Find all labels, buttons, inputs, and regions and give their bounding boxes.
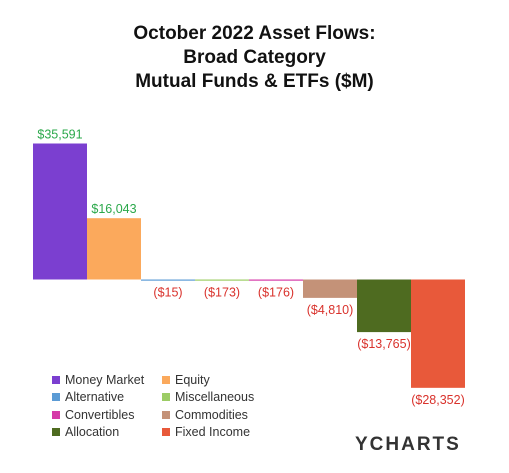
chart-title-line-3: Mutual Funds & ETFs ($M): [135, 71, 374, 92]
data-label-commodities: ($4,810): [307, 303, 354, 317]
chart-title: October 2022 Asset Flows: Broad Category…: [0, 22, 509, 94]
bar-fixed-income: [411, 279, 465, 388]
bar-miscellaneous: [195, 279, 249, 281]
bar-alternative: [141, 279, 195, 281]
data-label-convertibles: ($176): [258, 286, 294, 300]
legend-item-commodities: Commodities: [162, 406, 248, 423]
legend-swatch: [162, 375, 170, 384]
legend-label: Fixed Income: [175, 425, 251, 439]
bar-money-market: [33, 143, 87, 280]
legend-swatch: [162, 428, 170, 436]
legend-swatch: [162, 393, 170, 401]
legend-label: Commodities: [175, 407, 248, 422]
legend-item-fixed-income: Fixed Income: [162, 424, 250, 441]
bar-convertibles: [249, 279, 303, 281]
legend-label: Allocation: [65, 425, 120, 439]
legend-item-alternative: Alternative: [52, 389, 124, 406]
data-label-alternative: ($15): [153, 286, 182, 300]
legend-label: Convertibles: [65, 407, 135, 422]
legend-swatch: [52, 428, 60, 436]
legend-item-money-market: Money Market: [52, 371, 144, 388]
data-label-allocation: ($13,765): [357, 337, 411, 351]
legend-swatch: [52, 410, 60, 419]
legend-label: Money Market: [65, 372, 145, 387]
bar-allocation: [357, 279, 411, 333]
legend-swatch: [52, 393, 60, 401]
legend-swatch: [52, 375, 60, 384]
data-label-money-market: $35,591: [37, 128, 82, 142]
chart-title-line-1: October 2022 Asset Flows:: [133, 23, 376, 44]
ycharts-logo: YCHARTS: [355, 434, 461, 456]
legend-label: Miscellaneous: [175, 390, 255, 404]
data-label-miscellaneous: ($173): [204, 286, 240, 300]
legend-item-miscellaneous: Miscellaneous: [162, 389, 254, 406]
bar-commodities: [303, 279, 357, 298]
data-label-equity: $16,043: [91, 202, 136, 216]
bar-equity: [87, 218, 141, 280]
legend-swatch: [162, 410, 170, 419]
legend-item-equity: Equity: [162, 371, 210, 388]
legend-label: Equity: [175, 372, 210, 387]
legend-label: Alternative: [65, 390, 125, 404]
ycharts-logo-text: YCHARTS: [355, 434, 461, 455]
data-label-fixed-income: ($28,352): [411, 393, 465, 407]
legend-item-convertibles: Convertibles: [52, 406, 134, 423]
legend-item-allocation: Allocation: [52, 424, 119, 441]
chart-title-line-2: Broad Category: [183, 47, 326, 68]
